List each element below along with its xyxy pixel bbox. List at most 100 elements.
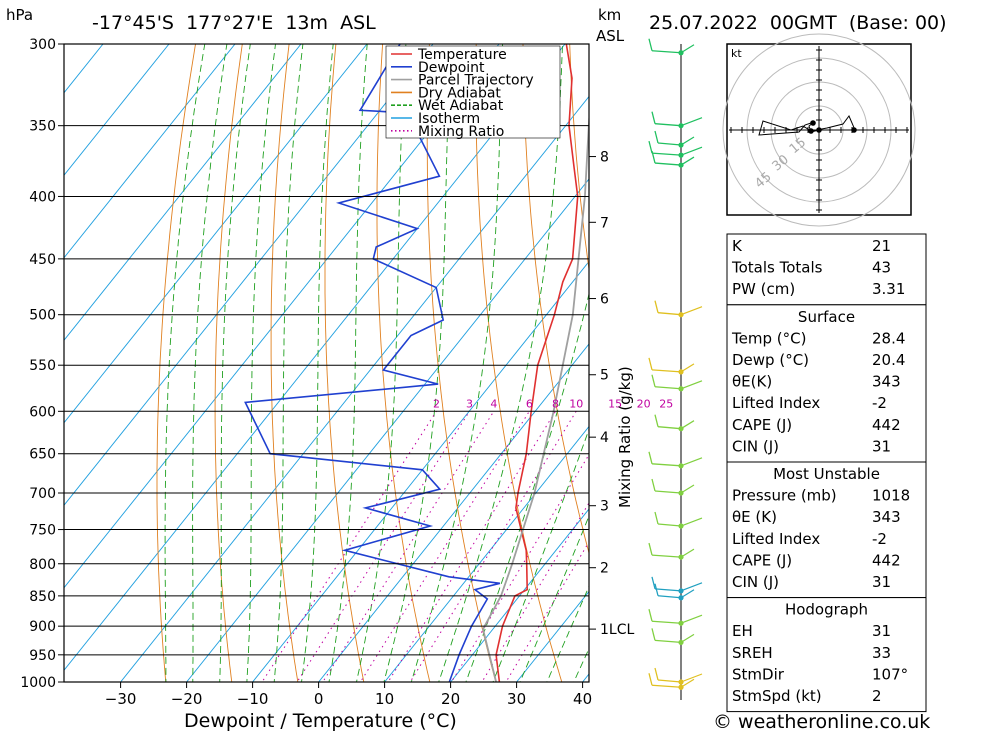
table-row-value: 31 [872,437,891,455]
wind-barb [648,542,695,560]
mixing-ratio-label: 8 [552,397,559,410]
isotherm-line [516,590,589,682]
mixing-ratio-line [505,540,589,682]
hodograph-unit-label: kt [731,47,742,60]
copyright-label: © weatheronline.co.uk [713,711,930,733]
dry-adiabat-line [940,26,1000,708]
dry-adiabat-line [986,26,1000,708]
table-row-label: Temp (°C) [731,329,806,347]
wet-adiabat-line [383,44,452,682]
temperature-tick-label: 40 [573,690,592,708]
table-row-value: 33 [872,644,891,662]
table-row-value: 21 [872,237,891,255]
legend-item-label: Isotherm [418,111,480,127]
isotherm-line [120,95,589,682]
pressure-tick-label: 900 [29,619,56,635]
wind-barb [651,628,695,646]
pressure-tick-label: 500 [29,308,56,324]
hodograph-trace [758,115,856,136]
table-row-value: 343 [872,373,901,391]
isotherm-line [64,44,434,506]
dry-adiabat-line [156,44,196,682]
isotherm-line [64,44,236,259]
table-row-label: K [732,237,743,255]
legend-item-label: Dewpoint [418,60,485,76]
wet-adiabat-line [492,427,589,682]
table-section-title: Most Unstable [773,465,880,483]
pressure-tick-label: 600 [29,404,56,420]
legend-item-label: Parcel Trajectory [418,73,534,89]
wind-barb [651,576,703,594]
table-row-label: StmSpd (kt) [732,687,822,705]
temperature-tick-label: −10 [237,690,269,708]
series-parcel-trajectory [482,110,589,682]
pressure-tick-label: 800 [29,557,56,573]
wet-adiabat-line [301,44,334,682]
wind-barbs [648,38,703,690]
temperature-tick-label: 0 [314,690,324,708]
dry-adiabat-line [475,44,563,682]
hodograph-marker [851,127,857,133]
wet-adiabat-line [219,44,251,682]
mixing-ratio-line [359,411,530,682]
wet-adiabat-line [192,44,228,682]
table-row-value: 107° [872,665,908,683]
indices-table: K 21 Totals Totals 43 PW (cm) 3.31 Surface Temp… [726,233,927,713]
hodograph-marker [816,127,822,133]
wind-barb [654,511,703,529]
mixing-ratio-label: 2 [433,397,440,410]
table-row-value: 43 [872,259,891,277]
isotherm-line [64,44,170,176]
wet-adiabat-line [164,44,206,682]
height-tick-label: 8 [600,150,609,166]
wet-adiabat-line [246,44,276,682]
temperature-tick-label: −30 [105,690,137,708]
wet-adiabat-line [410,44,504,682]
profile-series [244,44,589,682]
isotherm-line [384,425,589,682]
isotherm-line [64,44,104,94]
mixing-ratio-line [322,411,495,682]
height-tick-label: 1LCL [600,622,634,638]
temperature-tick-label: 10 [375,690,394,708]
height-scale: 8 7 6 5 4 3 2 1LCL [589,150,634,638]
table-row-label: StmDir [732,665,785,683]
hodograph-marker [808,128,814,134]
table-row-label: CIN (J) [732,437,779,455]
dry-adiabat-line [522,44,589,555]
isotherm-line [450,508,589,682]
wet-adiabat-line [438,44,563,682]
table-row-label: CAPE (J) [732,416,792,434]
legend-item-label: Mixing Ratio [418,124,504,140]
temperature-tick-labels: −30 −20 −10 0 10 20 30 40 [105,682,592,708]
series-dewpoint [244,44,506,682]
height-tick-label: 3 [600,499,609,515]
table-row-label: Pressure (mb) [732,487,837,505]
table-row-value: 442 [872,551,901,569]
dry-adiabat-line [270,44,299,682]
mixing-ratio-line [296,411,470,682]
wind-barb [648,609,703,626]
mixing-ratio-label: 15 [608,397,622,410]
pressure-tick-label: 400 [29,189,56,205]
hodograph-marker [810,120,816,126]
table-row-value: 442 [872,416,901,434]
height-tick-label: 6 [600,292,609,308]
height-tick-label: 7 [600,215,609,231]
wind-barb [648,140,703,158]
table-row-label: PW (cm) [732,280,795,298]
isotherm-line [64,44,566,671]
table-row-value: 1018 [872,487,910,505]
pressure-unit-label: hPa [6,6,33,24]
asl-label: ASL [596,27,625,45]
isotherm-line [318,343,589,682]
wind-barb [651,374,703,392]
mixing-ratio-labels: 2 3 4 6 8 10 15 20 25 [433,397,673,410]
isotherm-line [252,260,589,682]
pressure-tick-label: 550 [29,358,56,374]
isotherm-line [64,44,500,589]
isotherm-line [64,44,368,424]
wet-adiabat-line [273,44,304,682]
